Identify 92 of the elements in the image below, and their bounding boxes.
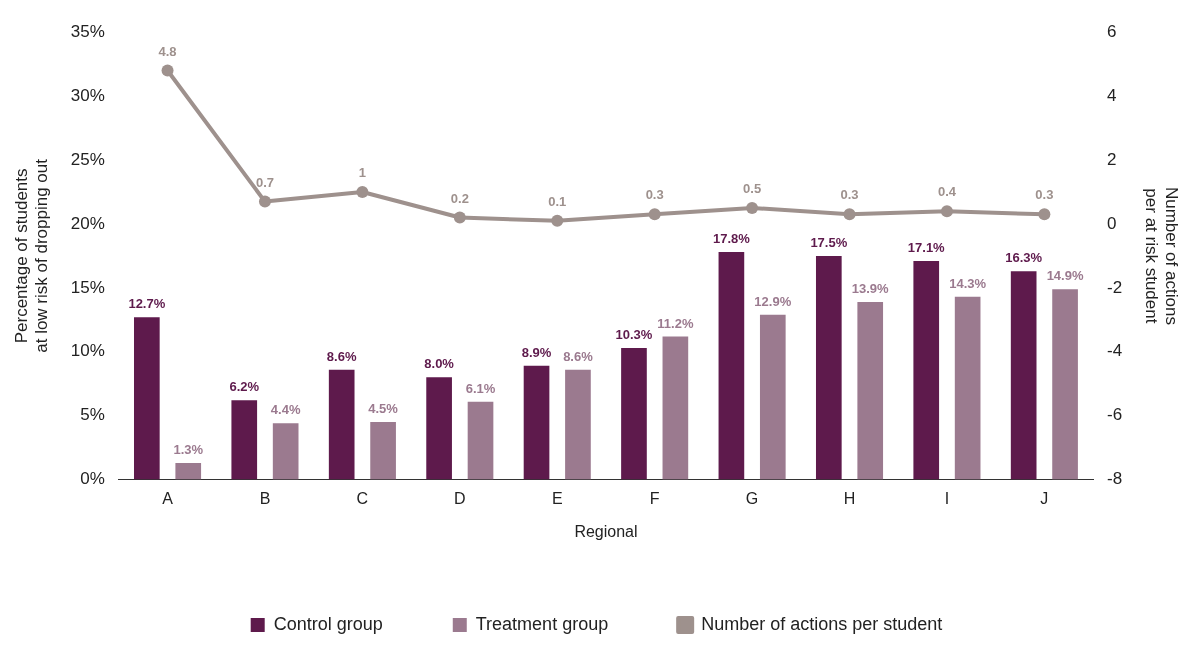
bar [662,336,689,480]
data-label: 0.1 [548,193,567,209]
data-label: 8.9% [521,344,552,360]
y2-tick-label: 6 [1107,21,1117,41]
point [453,211,466,224]
data-label: 10.3% [615,327,653,343]
legend-label: Number of actions per student [701,613,943,634]
data-label: 13.9% [851,281,890,296]
bar [621,347,647,480]
data-label: 0.3 [1035,187,1054,203]
point [1038,208,1051,221]
data-label: 0.4 [937,184,957,200]
y-tick-label: 35% [70,21,105,41]
bar [328,369,355,480]
y2-tick-label: 0 [1107,213,1117,233]
data-label: 1.3% [173,442,204,458]
bar [426,377,452,480]
point [356,185,369,198]
y-axis-title: Percentage of students at low risk of dropping out [11,158,52,353]
data-label: 1 [358,165,367,181]
x-tick-label: H [843,489,856,507]
legend-label: Control group [273,613,383,634]
x-tick-label: G [745,489,759,507]
data-label: 17.5% [810,234,848,250]
data-label: 0.3 [840,187,859,203]
bar [815,255,842,480]
x-tick-label: F [649,489,660,507]
bar [1052,289,1078,480]
x-tick-label: A [162,489,174,507]
data-label: 8.6% [563,348,594,364]
y2-tick-label: -6 [1107,405,1123,425]
data-label: 4.5% [368,401,399,417]
x-tick-label: C [356,489,369,507]
bar [272,423,299,480]
y-tick-label: 10% [70,341,105,361]
y-tick-label: 5% [80,405,105,425]
data-label: 0.2 [450,190,469,206]
point [940,205,953,218]
data-label: 0.3 [645,187,664,203]
data-label: 0.5 [743,181,762,197]
y2-tick-label: -8 [1107,469,1123,489]
y-tick-label: 15% [70,277,105,297]
data-label: 0.7 [255,174,274,190]
y2-tick-label: 2 [1107,149,1117,169]
x-tick-label: I [944,489,950,507]
x-tick-label: E [551,489,563,507]
data-label: 12.7% [128,296,166,312]
bar [231,400,258,480]
y-tick-label: 30% [70,85,105,105]
data-label: 16.3% [1005,250,1043,266]
point [161,64,174,77]
bar [954,296,981,480]
bar [467,401,494,480]
point [258,195,271,208]
x-tick-label: J [1040,489,1049,507]
data-label: 6.1% [465,380,496,396]
data-label: 14.9% [1046,268,1084,284]
bar [718,252,745,480]
x-tick-label: D [454,489,466,507]
data-label: 8.6% [326,348,357,364]
data-label: 8.0% [424,356,455,372]
data-label: 4.4% [270,402,301,418]
data-label: 12.9% [754,293,792,309]
x-axis-title: Regional [574,522,638,540]
y-tick-label: 25% [70,149,105,169]
data-label: 17.8% [712,231,751,247]
y-tick-label: 0% [80,469,105,489]
bar [1010,271,1037,480]
data-label: 14.3% [949,275,987,291]
data-label: 6.2% [229,379,260,395]
point [648,208,661,221]
data-label: 17.1% [907,240,946,256]
y2-tick-label: -2 [1107,277,1123,297]
data-label: 4.8 [158,43,177,59]
y2-tick-label: -4 [1107,341,1123,361]
y2-tick-label: 4 [1107,85,1117,105]
bar [523,365,550,480]
y2-axis-title: Number of actions per at risk student [1141,186,1182,325]
point [843,208,856,221]
point [746,201,759,214]
bar [913,261,940,480]
bar [565,369,591,480]
bar [370,422,396,480]
data-label: 11.2% [657,315,694,331]
x-tick-label: B [259,489,271,507]
bar [175,462,202,480]
bar [134,317,160,480]
y-tick-label: 20% [70,213,105,233]
point [551,214,564,227]
legend-label: Treatment group [475,613,609,634]
bar [759,314,786,480]
bar [857,301,884,480]
